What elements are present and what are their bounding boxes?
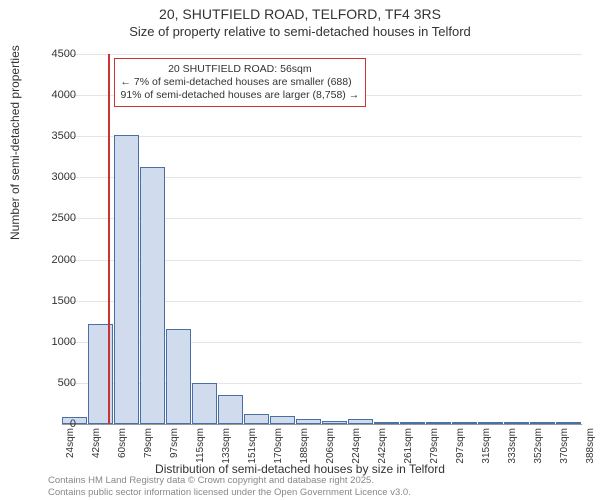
x-tick-label: 261sqm	[403, 428, 414, 464]
histogram-bar	[530, 422, 555, 424]
histogram-bar	[374, 422, 399, 424]
annotation-box: 20 SHUTFIELD ROAD: 56sqm ← 7% of semi-de…	[114, 58, 367, 107]
chart-title-desc: Size of property relative to semi-detach…	[0, 24, 600, 39]
y-tick-label: 4000	[52, 89, 76, 101]
reference-line	[108, 54, 110, 424]
x-tick-label: 115sqm	[195, 428, 206, 463]
histogram-bar	[114, 135, 139, 424]
footer-line1: Contains HM Land Registry data © Crown c…	[48, 475, 411, 486]
x-tick-label: 188sqm	[299, 428, 310, 464]
footer-line2: Contains public sector information licen…	[48, 487, 411, 498]
x-tick-label: 97sqm	[169, 428, 180, 458]
x-tick-label: 42sqm	[91, 428, 102, 458]
x-tick-label: 297sqm	[455, 428, 466, 464]
x-tick-label: 224sqm	[351, 428, 362, 464]
y-tick-label: 500	[58, 377, 76, 389]
x-tick-label: 279sqm	[429, 428, 440, 464]
y-tick-label: 3000	[52, 171, 76, 183]
y-tick-label: 1000	[52, 336, 76, 348]
y-axis-label: Number of semi-detached properties	[8, 45, 22, 240]
x-tick-label: 133sqm	[221, 428, 232, 464]
histogram-bar	[452, 422, 477, 424]
gridline	[62, 54, 582, 55]
gridline	[62, 136, 582, 137]
x-tick-label: 206sqm	[325, 428, 336, 464]
footer-attribution: Contains HM Land Registry data © Crown c…	[48, 475, 411, 498]
x-axis-label: Distribution of semi-detached houses by …	[0, 462, 600, 476]
x-tick-label: 315sqm	[481, 428, 492, 464]
histogram-bar	[244, 414, 269, 424]
x-tick-label: 242sqm	[377, 428, 388, 464]
x-tick-label: 170sqm	[273, 428, 284, 464]
x-tick-label: 352sqm	[533, 428, 544, 464]
x-tick-label: 388sqm	[585, 428, 596, 464]
histogram-bar	[504, 422, 529, 424]
histogram-bar	[400, 422, 425, 424]
x-tick-label: 60sqm	[117, 428, 128, 458]
histogram-bar	[192, 383, 217, 424]
histogram-bar	[218, 395, 243, 424]
x-tick-label: 24sqm	[65, 428, 76, 458]
chart-title-address: 20, SHUTFIELD ROAD, TELFORD, TF4 3RS	[0, 6, 600, 22]
histogram-bar	[140, 167, 165, 424]
histogram-bar	[166, 329, 191, 424]
y-tick-label: 4500	[52, 48, 76, 60]
y-tick-label: 2000	[52, 254, 76, 266]
x-tick-label: 79sqm	[143, 428, 154, 458]
y-tick-label: 3500	[52, 130, 76, 142]
histogram-bar	[348, 419, 373, 424]
x-tick-label: 333sqm	[507, 428, 518, 464]
annotation-line2: ← 7% of semi-detached houses are smaller…	[121, 76, 360, 89]
x-tick-label: 151sqm	[247, 428, 258, 464]
histogram-bar	[478, 422, 503, 424]
histogram-bar	[322, 421, 347, 424]
y-tick-label: 2500	[52, 212, 76, 224]
histogram-bar	[270, 416, 295, 424]
histogram-bar	[556, 422, 581, 424]
annotation-line1: 20 SHUTFIELD ROAD: 56sqm	[121, 63, 360, 76]
histogram-bar	[296, 419, 321, 424]
y-tick-label: 1500	[52, 295, 76, 307]
annotation-line3: 91% of semi-detached houses are larger (…	[121, 89, 360, 102]
chart-container: { "title_line1": "20, SHUTFIELD ROAD, TE…	[0, 0, 600, 500]
x-tick-label: 370sqm	[559, 428, 570, 464]
histogram-bar	[88, 324, 113, 424]
histogram-bar	[426, 422, 451, 424]
plot-area: 20 SHUTFIELD ROAD: 56sqm ← 7% of semi-de…	[62, 54, 582, 425]
